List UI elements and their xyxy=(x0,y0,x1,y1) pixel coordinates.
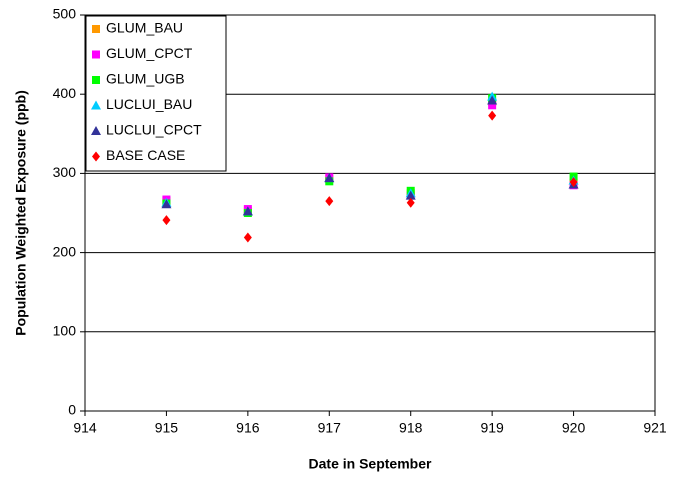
legend-label: GLUM_CPCT xyxy=(106,45,193,61)
data-point xyxy=(406,197,415,208)
legend-label: BASE CASE xyxy=(106,147,185,163)
legend-marker xyxy=(92,50,100,59)
y-axis-label: Population Weighted Exposure (ppb) xyxy=(13,90,29,336)
data-point xyxy=(162,215,171,226)
plot-border xyxy=(84,14,656,412)
data-point xyxy=(569,177,578,188)
y-tick-label: 0 xyxy=(68,402,76,418)
x-tick-label: 916 xyxy=(236,420,260,436)
data-point xyxy=(161,199,172,209)
legend-marker xyxy=(92,151,100,162)
x-axis-label: Date in September xyxy=(309,456,432,472)
x-tick-label: 917 xyxy=(318,420,342,436)
x-tick-label: 921 xyxy=(643,420,667,436)
data-point xyxy=(242,206,253,216)
y-tick-label: 400 xyxy=(53,85,77,101)
x-tick-label: 918 xyxy=(399,420,423,436)
data-point xyxy=(405,190,416,200)
y-tick-label: 100 xyxy=(53,323,77,339)
data-point xyxy=(488,101,497,110)
legend-marker xyxy=(92,25,100,33)
legend-label: GLUM_BAU xyxy=(106,20,183,36)
legend xyxy=(85,15,227,172)
x-tick-label: 919 xyxy=(480,420,504,436)
legend-label: LUCLUI_BAU xyxy=(106,96,192,112)
legend-marker xyxy=(92,76,100,84)
legend-marker xyxy=(91,126,101,135)
data-point xyxy=(324,173,335,183)
legend-marker xyxy=(91,100,101,110)
y-tick-label: 300 xyxy=(53,164,77,180)
legend-label: LUCLUI_CPCT xyxy=(106,122,202,138)
legend-label: GLUM_UGB xyxy=(106,71,185,87)
data-point xyxy=(325,196,334,207)
x-tick-label: 920 xyxy=(562,420,586,436)
x-tick-label: 915 xyxy=(155,420,179,436)
y-tick-label: 200 xyxy=(53,243,77,259)
data-point xyxy=(243,232,252,243)
y-tick-label: 500 xyxy=(53,6,77,22)
data-point xyxy=(487,95,498,105)
data-point xyxy=(488,110,497,121)
x-tick-label: 914 xyxy=(73,420,97,436)
